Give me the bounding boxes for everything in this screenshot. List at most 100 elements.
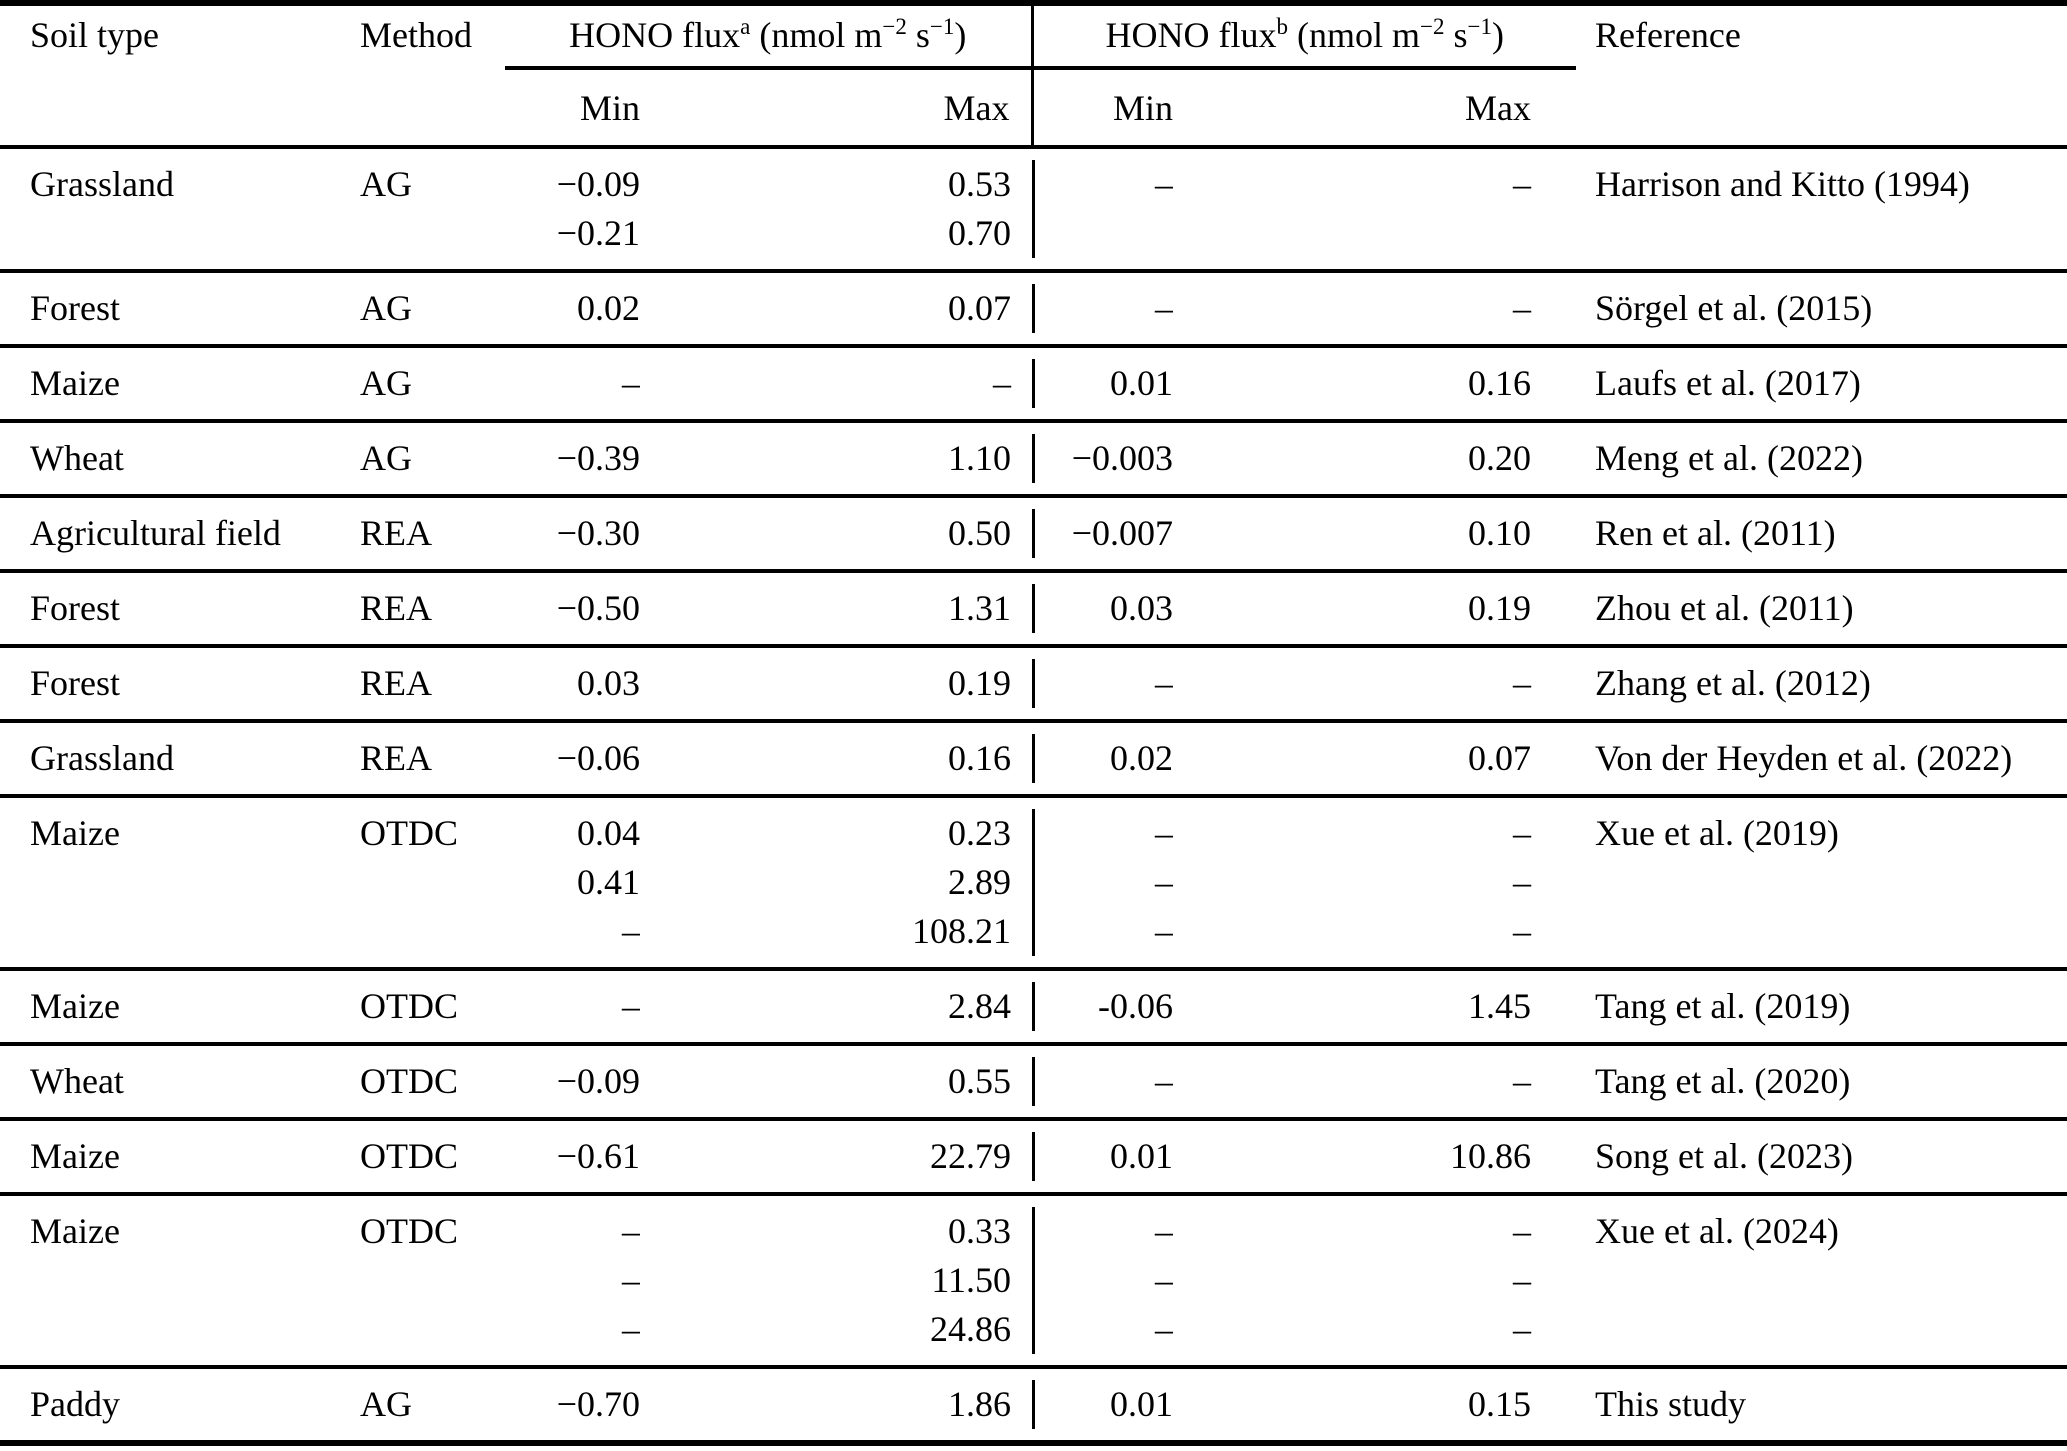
- value-line: −0.21: [556, 213, 640, 253]
- cell-reference: Tang et al. (2020): [1595, 1061, 1851, 1101]
- cell-soil-type: Grassland: [30, 738, 174, 778]
- cell-soil-type: Maize: [30, 986, 120, 1026]
- cell-flux-a-max: –: [993, 363, 1011, 403]
- cell-flux-b-min: −0.007: [1032, 496, 1173, 571]
- table-row: Maize OTDC −0.61 22.79 0.01 10.86 Song e…: [0, 1119, 2067, 1194]
- cell-flux-b-max: –: [1513, 288, 1531, 328]
- value-line: –: [622, 911, 640, 951]
- cell-flux-b-max: 10.86: [1450, 1136, 1531, 1176]
- table-header: Soil type Method HONO fluxa (nmol m−2 s−…: [0, 3, 2067, 147]
- value-line: –: [1513, 911, 1531, 951]
- cell-flux-a-max: 1.10: [948, 438, 1011, 478]
- cell-soil-type: Forest: [30, 663, 120, 703]
- cell-flux-b-max: 0.10: [1468, 513, 1531, 553]
- cell-flux-a-max: 0.23 2.89 108.21: [640, 796, 1032, 969]
- value-line: –: [622, 1211, 640, 1251]
- cell-flux-b-max: 1.45: [1468, 986, 1531, 1026]
- flux-b-unit: (nmol m: [1297, 15, 1420, 55]
- col-header-flux-a-min: Min: [579, 88, 640, 128]
- table-row: Forest REA −0.50 1.31 0.03 0.19 Zhou et …: [0, 571, 2067, 646]
- flux-a-name: HONO flux: [569, 15, 741, 55]
- flux-a-unit-close: ): [954, 15, 967, 55]
- cell-method: OTDC: [360, 1211, 458, 1251]
- cell-reference: Zhou et al. (2011): [1595, 588, 1854, 628]
- cell-flux-b-max: –: [1513, 663, 1531, 703]
- cell-flux-b-max: 0.20: [1468, 438, 1531, 478]
- value-line: −0.09: [556, 164, 640, 204]
- cell-method: REA: [360, 588, 432, 628]
- flux-b-name: HONO flux: [1105, 15, 1277, 55]
- cell-reference: Ren et al. (2011): [1595, 513, 1836, 553]
- cell-reference: Laufs et al. (2017): [1595, 363, 1861, 403]
- table-row: Wheat OTDC −0.09 0.55 – – Tang et al. (2…: [0, 1044, 2067, 1119]
- cell-flux-a-max: 0.16: [948, 738, 1011, 778]
- cell-flux-a-max: 22.79: [930, 1136, 1011, 1176]
- footnote-marker-a: a: [740, 14, 751, 39]
- cell-flux-b-max: – – –: [1173, 1194, 1576, 1367]
- value-line: –: [622, 1260, 640, 1300]
- flux-a-unit: (nmol m: [759, 15, 883, 55]
- cell-soil-type: Maize: [30, 363, 120, 403]
- cell-flux-b-min: –: [1032, 646, 1173, 721]
- value-line: –: [1513, 813, 1531, 853]
- cell-flux-b-min: – – –: [1032, 796, 1173, 969]
- value-line: 0.53: [948, 164, 1011, 204]
- cell-flux-a-min: −0.39: [556, 438, 640, 478]
- col-header-reference: Reference: [1595, 15, 1741, 55]
- value-line: 0.04: [577, 813, 640, 853]
- cell-reference: Harrison and Kitto (1994): [1595, 164, 1970, 204]
- cell-method: AG: [360, 438, 412, 478]
- cell-reference: Xue et al. (2019): [1595, 813, 1839, 853]
- cell-flux-a-min: −0.06: [556, 738, 640, 778]
- value-line: –: [1155, 813, 1173, 853]
- cell-flux-a-max: 0.53 0.70: [640, 147, 1032, 271]
- cell-soil-type: Wheat: [30, 438, 124, 478]
- cell-flux-b-min: 0.02: [1032, 721, 1173, 796]
- cell-soil-type: Forest: [30, 288, 120, 328]
- table-row: Maize AG – – 0.01 0.16 Laufs et al. (201…: [0, 346, 2067, 421]
- cell-method: OTDC: [360, 1061, 458, 1101]
- col-header-flux-b-min: Min: [1030, 68, 1173, 147]
- cell-soil-type: Maize: [30, 1136, 120, 1176]
- col-group-hono-flux-a: HONO fluxa (nmol m−2 s−1): [505, 3, 1032, 70]
- flux-a-exp-1: −1: [929, 14, 955, 39]
- cell-flux-a-min: 0.04 0.41 –: [505, 796, 640, 969]
- col-header-flux-a-max: Max: [943, 88, 1010, 128]
- cell-soil-type: Wheat: [30, 1061, 124, 1101]
- table-body: Grassland AG −0.09 −0.21 0.53 0.70 – – Har…: [0, 147, 2067, 1443]
- cell-flux-a-max: 0.33 11.50 24.86: [640, 1194, 1032, 1367]
- table-row: Grassland REA −0.06 0.16 0.02 0.07 Von d…: [0, 721, 2067, 796]
- cell-reference: Zhang et al. (2012): [1595, 663, 1871, 703]
- cell-flux-a-max: 0.50: [948, 513, 1011, 553]
- cell-flux-b-min: – – –: [1032, 1194, 1173, 1367]
- value-line: –: [1155, 1309, 1173, 1349]
- cell-flux-b-min: –: [1032, 1044, 1173, 1119]
- value-line: 24.86: [930, 1309, 1011, 1349]
- cell-method: AG: [360, 288, 412, 328]
- cell-flux-a-max: 0.19: [948, 663, 1011, 703]
- col-header-soil-type: Soil type: [30, 15, 160, 55]
- header-row-groups: Soil type Method HONO fluxa (nmol m−2 s−…: [0, 3, 2067, 70]
- cell-method: REA: [360, 738, 432, 778]
- cell-method: OTDC: [360, 986, 458, 1026]
- flux-b-unit-close: ): [1491, 15, 1504, 55]
- cell-flux-a-min: – – –: [505, 1194, 640, 1367]
- value-line: –: [1155, 862, 1173, 902]
- cell-method: AG: [360, 1384, 412, 1424]
- cell-flux-a-max: 1.86: [948, 1384, 1011, 1424]
- value-line: 11.50: [931, 1260, 1011, 1300]
- flux-b-exp-2: −2: [1420, 14, 1445, 39]
- cell-flux-b-max: –: [1513, 1061, 1531, 1101]
- cell-reference: Tang et al. (2019): [1595, 986, 1851, 1026]
- table-row: Maize OTDC – – – 0.33 11.50 24.86 – – – – – – Xu…: [0, 1194, 2067, 1367]
- flux-b-unit-s: s: [1453, 15, 1468, 55]
- table-row: Forest REA 0.03 0.19 – – Zhang et al. (2…: [0, 646, 2067, 721]
- value-line: 108.21: [912, 911, 1011, 951]
- cell-flux-b-min: –: [1032, 147, 1173, 271]
- cell-method: REA: [360, 663, 432, 703]
- value-line: 0.41: [577, 862, 640, 902]
- cell-flux-a-min: −0.50: [556, 588, 640, 628]
- value-line: 0.23: [948, 813, 1011, 853]
